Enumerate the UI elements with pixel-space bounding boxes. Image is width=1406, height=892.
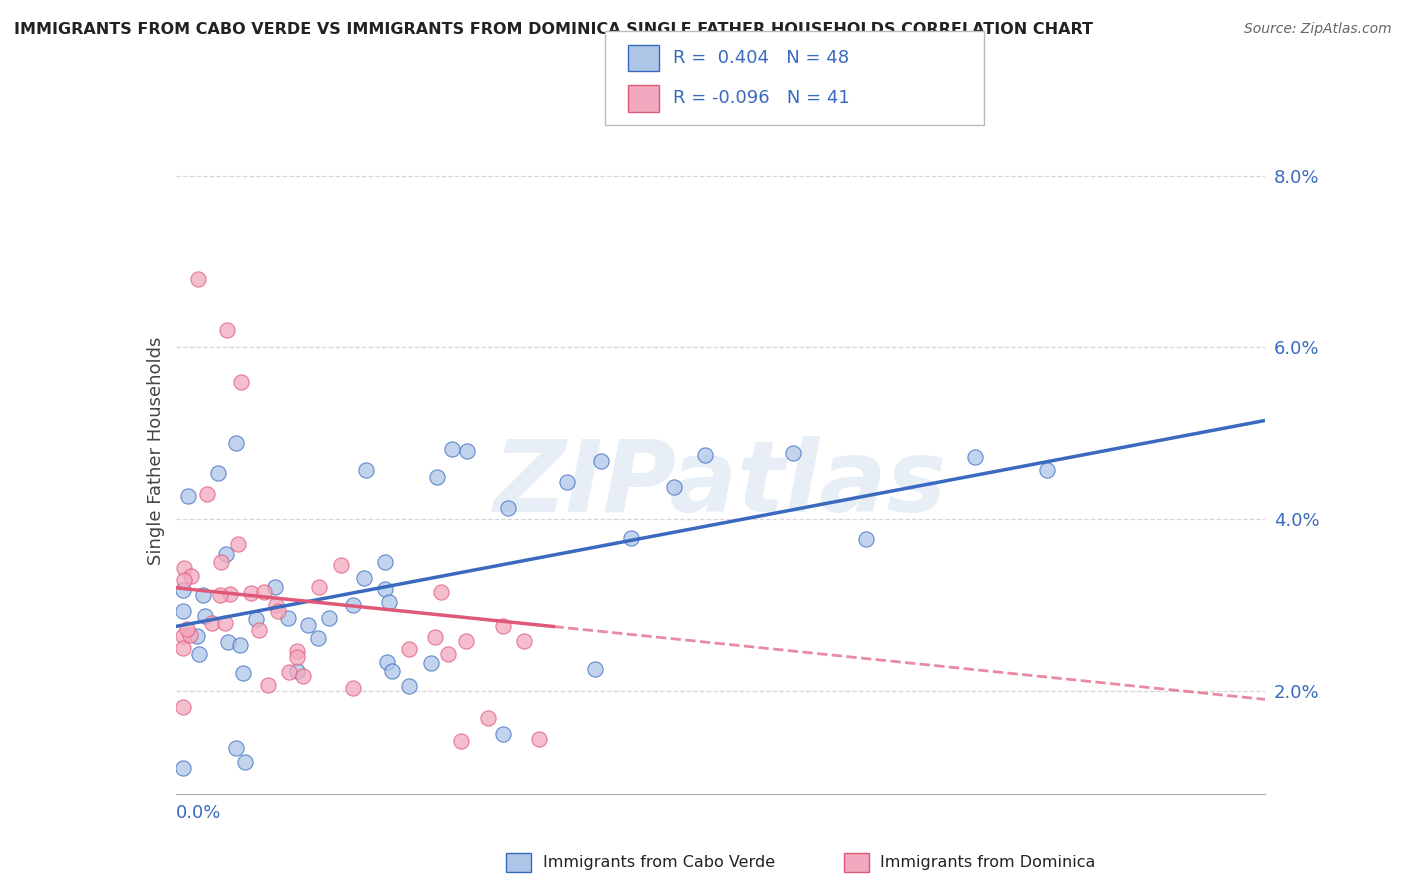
Point [172,583,194,598]
Point [225,741,247,756]
Point [423,631,446,645]
Point [498,501,520,516]
Point [172,640,194,655]
Point [456,443,478,458]
Point [263,580,285,594]
Point [450,733,472,747]
Point [245,612,267,626]
Text: R =  0.404   N = 48: R = 0.404 N = 48 [673,49,849,67]
Point [214,615,236,630]
Text: Source: ZipAtlas.com: Source: ZipAtlas.com [1244,22,1392,37]
Text: IMMIGRANTS FROM CABO VERDE VS IMMIGRANTS FROM DOMINICA SINGLE FATHER HOUSEHOLDS : IMMIGRANTS FROM CABO VERDE VS IMMIGRANTS… [14,22,1092,37]
Point [589,454,612,468]
Point [215,323,238,337]
Point [208,588,231,602]
Point [377,595,399,609]
Point [172,700,194,714]
Point [229,638,252,652]
Point [308,581,330,595]
Y-axis label: Single Father Households: Single Father Households [146,336,165,565]
Point [232,665,254,680]
Point [173,573,195,587]
Text: Immigrants from Dominica: Immigrants from Dominica [880,855,1095,870]
Point [277,665,299,679]
Point [172,761,194,775]
Point [693,448,716,462]
Point [226,537,249,551]
Point [374,582,396,596]
Point [172,629,194,643]
Point [217,635,239,649]
Point [664,480,686,494]
Point [583,662,606,676]
Point [209,556,232,570]
Point [201,616,224,631]
Point [1036,463,1059,477]
Point [353,571,375,585]
Point [318,610,340,624]
Point [437,647,460,661]
Text: Immigrants from Cabo Verde: Immigrants from Cabo Verde [543,855,775,870]
Point [855,532,877,546]
Point [620,531,643,545]
Point [207,466,229,480]
Point [374,555,396,569]
Point [225,435,247,450]
Point [419,656,441,670]
Point [782,446,804,460]
Point [398,642,420,657]
Point [257,678,280,692]
Point [267,604,290,618]
Point [426,470,449,484]
Point [172,604,194,618]
Point [186,271,209,285]
Point [375,655,398,669]
Point [253,585,276,599]
Point [173,561,195,575]
Point [477,711,499,725]
Point [285,650,308,665]
Point [285,643,308,657]
Point [231,375,253,389]
Point [176,622,198,636]
Point [247,623,270,637]
Point [430,584,453,599]
Point [398,680,420,694]
Point [381,664,404,678]
Point [194,608,217,623]
Point [963,450,986,464]
Point [354,463,377,477]
Point [492,619,515,633]
Point [186,629,208,643]
Point [197,487,219,501]
Text: R = -0.096   N = 41: R = -0.096 N = 41 [673,89,851,107]
Point [456,633,478,648]
Point [277,611,299,625]
Point [240,585,263,599]
Text: 0.0%: 0.0% [176,805,221,822]
Point [492,727,515,741]
Point [555,475,578,489]
Point [330,558,353,573]
Point [264,598,287,612]
Point [191,588,214,602]
Text: ZIPatlas: ZIPatlas [494,436,948,533]
Point [187,647,209,661]
Point [215,547,238,561]
Point [297,618,319,632]
Point [233,755,256,769]
Point [441,442,464,457]
Point [179,628,201,642]
Point [307,631,329,645]
Point [180,569,202,583]
Point [342,599,364,613]
Point [285,664,308,678]
Point [219,587,242,601]
Point [513,634,536,648]
Point [177,490,200,504]
Point [292,669,315,683]
Point [527,731,550,746]
Point [342,681,364,695]
